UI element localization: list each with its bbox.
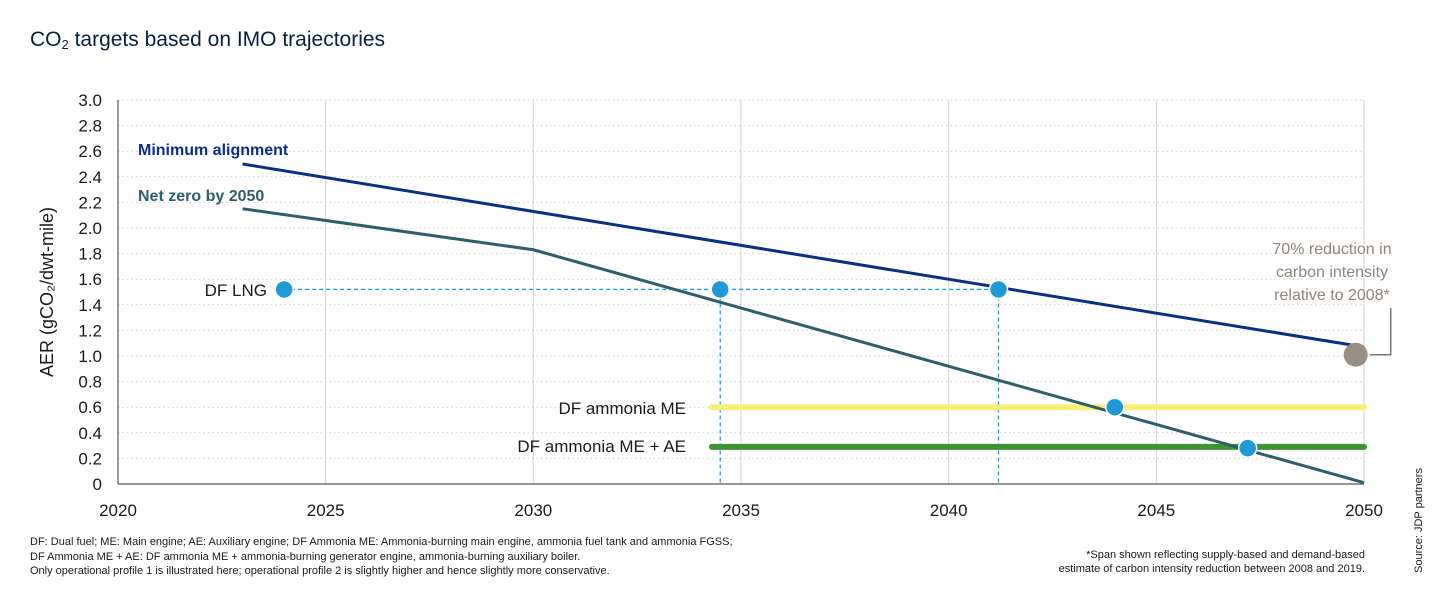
y-tick-label: 1.8: [78, 245, 102, 264]
intersection-point: [274, 279, 294, 300]
y-tick-label: 2.0: [78, 219, 102, 238]
x-tick-label: 2035: [722, 501, 760, 520]
net-zero-label: Net zero by 2050: [138, 188, 264, 205]
y-tick-label: 0.2: [78, 449, 102, 468]
y-tick-label: 3.0: [78, 91, 102, 110]
x-tick-label: 2050: [1345, 501, 1383, 520]
y-tick-label: 2.6: [78, 142, 102, 161]
chart-title: CO2 targets based on IMO trajectories: [30, 28, 385, 52]
intersection-point: [988, 279, 1009, 300]
df-ammonia-me-ae-label: DF ammonia ME + AE: [517, 437, 686, 456]
net-zero-line: [242, 207, 1365, 485]
y-tick-label: 0.8: [78, 373, 102, 392]
footnote-right: *Span shown reflecting supply-based and …: [1059, 548, 1365, 576]
y-tick-label: 1.2: [78, 321, 102, 340]
annotation-leader-line: [1369, 308, 1392, 356]
y-tick-label: 0.6: [78, 398, 102, 417]
intersection-point: [710, 279, 730, 300]
footnote-line: Only operational profile 1 is illustrate…: [30, 565, 610, 577]
annotation-text: carbon intensity: [1276, 264, 1388, 281]
x-tick-label: 2030: [514, 501, 552, 520]
footnote-left: DF: Dual fuel; ME: Main engine; AE: Auxi…: [30, 535, 733, 579]
x-tick-label: 2020: [99, 501, 137, 520]
title-subscript: 2: [61, 37, 69, 52]
df-lng-label: DF LNG: [205, 281, 267, 300]
intersection-point: [1237, 438, 1258, 458]
minimum-alignment-label: Minimum alignment: [138, 142, 289, 159]
y-tick-label: 0.4: [78, 424, 102, 443]
df-ammonia-me-label: DF ammonia ME: [558, 399, 686, 418]
y-tick-label: 1.6: [78, 270, 102, 289]
y-tick-label: 1.4: [78, 296, 102, 315]
y-tick-label: 2.8: [78, 117, 102, 136]
x-tick-label: 2025: [307, 501, 345, 520]
y-tick-label: 0: [93, 475, 102, 494]
title-main: CO: [30, 28, 62, 51]
y-tick-label: 2.4: [78, 168, 102, 187]
intersection-point: [1105, 397, 1125, 417]
minimum-alignment-line: [242, 162, 1365, 349]
footnote-line: DF Ammonia ME + AE: DF ammonia ME + ammo…: [30, 550, 581, 563]
x-tick-label: 2040: [930, 501, 968, 520]
title-rest: targets based on IMO trajectories: [68, 28, 386, 51]
footnote-line: DF: Dual fuel; ME: Main engine; AE: Auxi…: [30, 536, 733, 548]
reduction-target-point: [1343, 342, 1368, 367]
annotation-text: 70% reduction in: [1272, 241, 1391, 258]
y-tick-label: 2.2: [78, 193, 102, 212]
source-note: Source: JDP partners: [1413, 468, 1425, 573]
y-axis-label: AER (gCO₂/dwt-mile): [37, 207, 57, 377]
annotation-text: relative to 2008*: [1274, 287, 1390, 304]
footnote-line: *Span shown reflecting supply-based and …: [1086, 549, 1365, 561]
footnote-line: estimate of carbon intensity reduction b…: [1058, 563, 1365, 575]
x-tick-label: 2045: [1137, 501, 1175, 520]
y-tick-label: 1.0: [78, 347, 102, 366]
